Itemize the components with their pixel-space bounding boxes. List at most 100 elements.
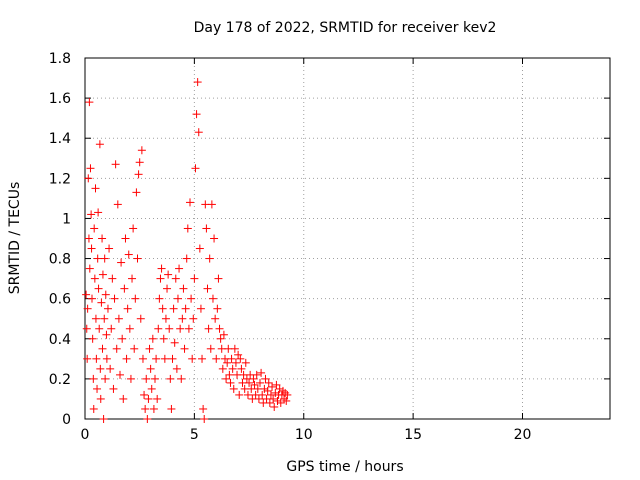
data-point	[252, 370, 261, 379]
data-point	[208, 294, 217, 303]
data-point	[202, 224, 211, 233]
data-point	[129, 224, 138, 233]
y-tick-label: 0.6	[49, 292, 71, 308]
data-point	[138, 354, 147, 363]
data-point	[131, 294, 140, 303]
y-tick-label: 0.4	[49, 332, 71, 348]
y-axis-label: SRMTID / TECUs	[7, 182, 23, 295]
data-point	[109, 384, 118, 393]
data-point	[283, 390, 292, 399]
data-point	[132, 188, 141, 197]
data-point	[154, 324, 163, 333]
data-point	[192, 110, 201, 119]
data-point	[82, 324, 91, 333]
data-point	[183, 224, 192, 233]
data-point	[211, 314, 220, 323]
data-point	[112, 344, 121, 353]
data-point	[275, 384, 284, 393]
data-point	[236, 354, 245, 363]
data-point	[260, 384, 269, 393]
y-tick-label: 1	[62, 211, 71, 227]
data-point	[164, 270, 173, 279]
data-point	[128, 274, 137, 283]
data-point	[168, 354, 177, 363]
data-point	[91, 184, 100, 193]
data-point	[120, 284, 129, 293]
data-point	[195, 244, 204, 253]
y-tick-label: 0	[62, 412, 71, 428]
data-point	[194, 128, 203, 137]
data-point	[93, 254, 102, 263]
data-point	[206, 344, 215, 353]
data-point	[169, 304, 178, 313]
data-point	[89, 404, 98, 413]
data-point	[261, 374, 270, 383]
data-point	[178, 314, 187, 323]
data-point	[91, 314, 100, 323]
data-point	[97, 298, 106, 307]
data-point	[182, 254, 191, 263]
data-point	[82, 290, 91, 299]
x-tick-label: 0	[81, 427, 90, 443]
data-point	[88, 294, 96, 303]
data-point	[137, 146, 146, 155]
data-point	[94, 208, 103, 217]
data-point	[83, 354, 92, 363]
data-point	[101, 290, 110, 299]
y-tick-label: 0.2	[49, 372, 71, 388]
data-point	[268, 382, 277, 391]
data-point	[159, 334, 168, 343]
data-point	[147, 384, 156, 393]
data-point	[282, 396, 291, 405]
data-point	[198, 354, 207, 363]
data-point	[237, 364, 246, 373]
data-point	[108, 274, 117, 283]
y-tick-label: 1.4	[49, 131, 71, 147]
data-point	[179, 284, 188, 293]
data-point	[181, 304, 190, 313]
y-tick-label: 1.8	[49, 51, 71, 67]
data-point	[223, 358, 232, 367]
data-point	[158, 304, 167, 313]
data-point	[176, 324, 185, 333]
data-point	[103, 304, 112, 313]
data-point	[98, 270, 107, 279]
plot-frame	[84, 57, 611, 420]
data-point	[111, 160, 120, 169]
data-point	[180, 344, 189, 353]
data-point	[166, 374, 175, 383]
data-point	[87, 244, 96, 253]
data-point	[257, 368, 266, 377]
data-point	[215, 324, 224, 333]
data-point	[245, 378, 254, 387]
data-point	[200, 415, 209, 423]
data-point	[222, 374, 231, 383]
data-point	[191, 164, 200, 173]
data-point	[89, 374, 98, 383]
data-point	[187, 294, 196, 303]
y-tick-label: 0.8	[49, 252, 71, 268]
data-point	[113, 200, 122, 209]
data-point	[270, 402, 279, 411]
data-point	[118, 334, 127, 343]
data-point	[90, 224, 99, 233]
data-point	[148, 334, 157, 343]
y-tick-label: 1.2	[49, 171, 71, 187]
data-point	[86, 164, 95, 173]
data-point	[186, 198, 194, 207]
y-tick-label: 1.6	[49, 91, 71, 107]
x-tick-label: 5	[190, 427, 199, 443]
data-point	[188, 354, 197, 363]
data-point	[199, 404, 208, 413]
data-point	[84, 174, 93, 183]
data-point	[203, 284, 212, 293]
data-point	[254, 394, 263, 403]
data-point	[265, 398, 274, 407]
data-point	[156, 274, 165, 283]
data-point	[230, 344, 239, 353]
data-point	[170, 338, 179, 347]
data-point	[173, 294, 182, 303]
grid-layer	[85, 58, 610, 419]
data-point	[100, 314, 109, 323]
data-point	[124, 250, 133, 259]
